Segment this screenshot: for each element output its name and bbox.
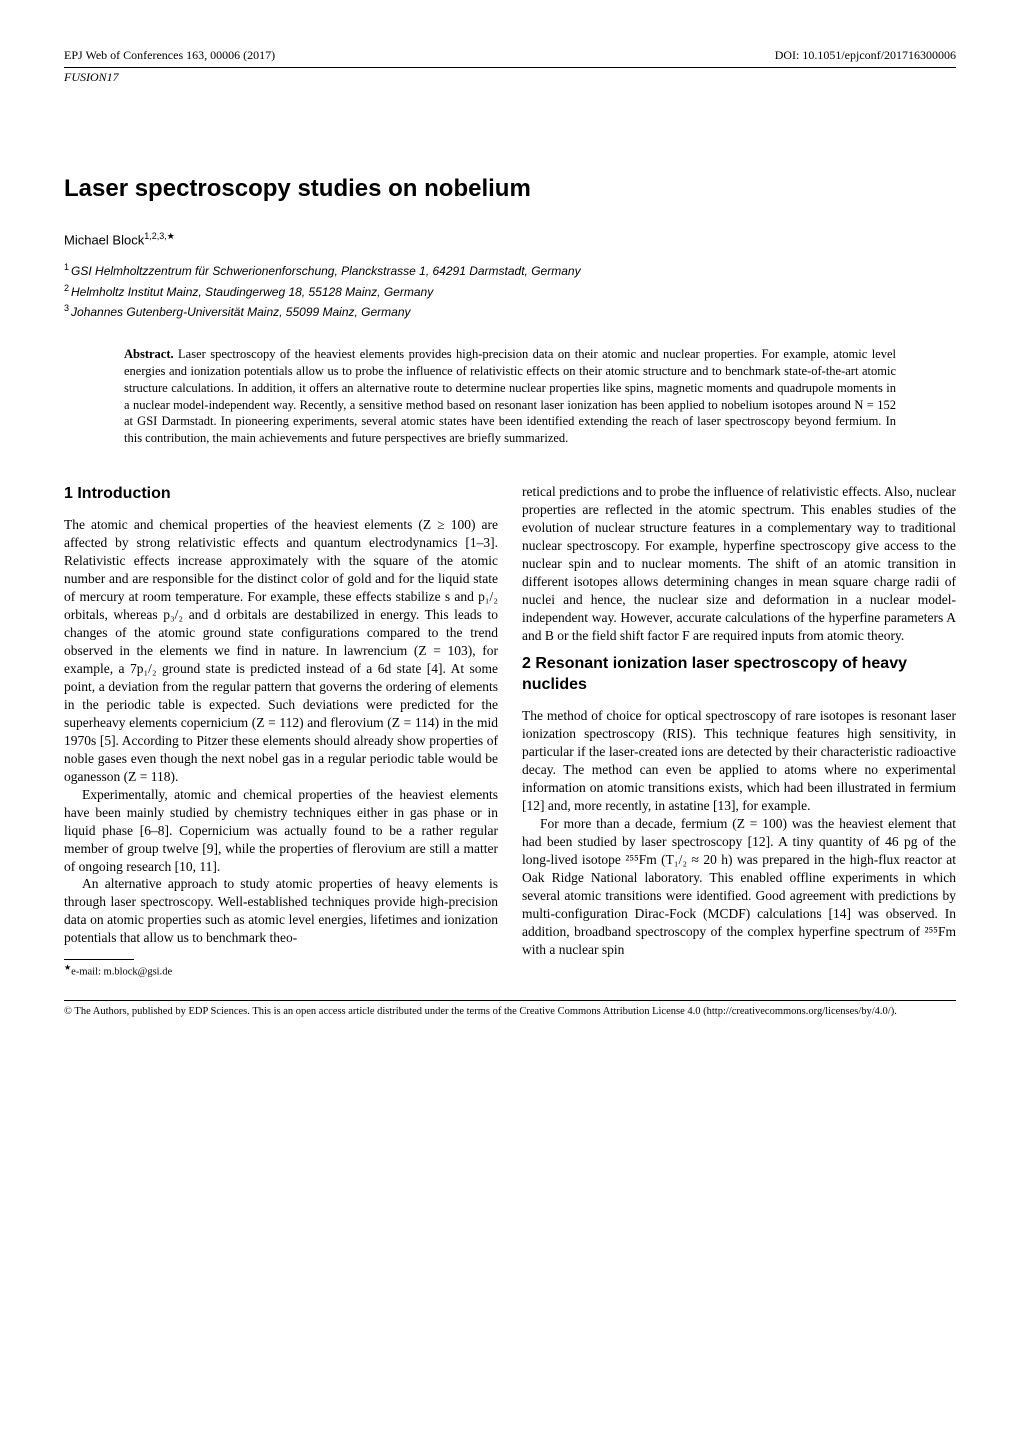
abstract: Abstract. Laser spectroscopy of the heav… [124,346,896,447]
affil-num: 2 [64,283,69,293]
column-right: retical predictions and to probe the inf… [522,483,956,980]
section-2-heading: 2 Resonant ionization laser spectroscopy… [522,653,956,696]
license-text: © The Authors, published by EDP Sciences… [64,1005,956,1018]
abstract-label: Abstract. [124,347,174,361]
section-2-para-2: For more than a decade, fermium (Z = 100… [522,815,956,959]
affiliation-2: 2Helmholtz Institut Mainz, Staudingerweg… [64,282,956,300]
section-1-heading: 1 Introduction [64,483,498,504]
affil-text: Helmholtz Institut Mainz, Staudingerweg … [71,285,433,299]
author-line: Michael Block1,2,3,★ [64,231,956,247]
running-header: EPJ Web of Conferences 163, 00006 (2017)… [64,48,956,68]
author-name: Michael Block [64,232,144,247]
affiliation-3: 3Johannes Gutenberg-Universität Mainz, 5… [64,302,956,320]
paper-title: Laser spectroscopy studies on nobelium [64,175,956,203]
abstract-text: Laser spectroscopy of the heaviest eleme… [124,347,896,445]
section-1-para-3: An alternative approach to study atomic … [64,875,498,947]
footnote-text: e-mail: m.block@gsi.de [71,967,172,978]
affil-num: 1 [64,262,69,272]
affiliations: 1GSI Helmholtzzentrum für Schwerionenfor… [64,261,956,320]
header-right: DOI: 10.1051/epjconf/201716300006 [775,48,956,63]
footnote: ★e-mail: m.block@gsi.de [64,963,498,979]
section-2-para-1: The method of choice for optical spectro… [522,707,956,815]
section-1-para-2: Experimentally, atomic and chemical prop… [64,786,498,876]
affil-text: Johannes Gutenberg-Universität Mainz, 55… [71,305,411,319]
column-left: 1 Introduction The atomic and chemical p… [64,483,498,980]
affiliation-1: 1GSI Helmholtzzentrum für Schwerionenfor… [64,261,956,279]
footnote-rule [64,959,134,960]
header-left: EPJ Web of Conferences 163, 00006 (2017) [64,48,275,63]
body-columns: 1 Introduction The atomic and chemical p… [64,483,956,980]
affil-num: 3 [64,303,69,313]
license-rule [64,1000,956,1001]
section-1-continuation: retical predictions and to probe the inf… [522,483,956,645]
author-affil-markers: 1,2,3,★ [144,231,175,241]
affil-text: GSI Helmholtzzentrum für Schwerionenfors… [71,264,581,278]
running-header-line2: FUSION17 [64,70,956,85]
section-1-para-1: The atomic and chemical properties of th… [64,516,498,785]
